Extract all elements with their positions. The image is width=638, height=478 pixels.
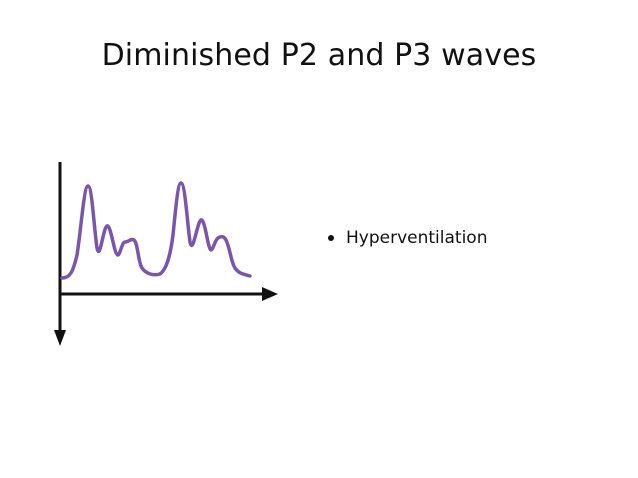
bullet-text: Hyperventilation	[346, 228, 488, 248]
x-axis-arrow	[262, 287, 278, 301]
bullet-item: Hyperventilation	[328, 228, 487, 248]
y-axis-arrow	[54, 330, 66, 346]
bullet-list: Hyperventilation	[328, 228, 487, 248]
waveform-line	[60, 181, 252, 280]
bullet-icon	[328, 235, 334, 241]
icp-waveform-icon	[54, 162, 278, 346]
slide-title: Diminished P2 and P3 waves	[101, 38, 537, 73]
waveform-figure	[40, 150, 305, 355]
